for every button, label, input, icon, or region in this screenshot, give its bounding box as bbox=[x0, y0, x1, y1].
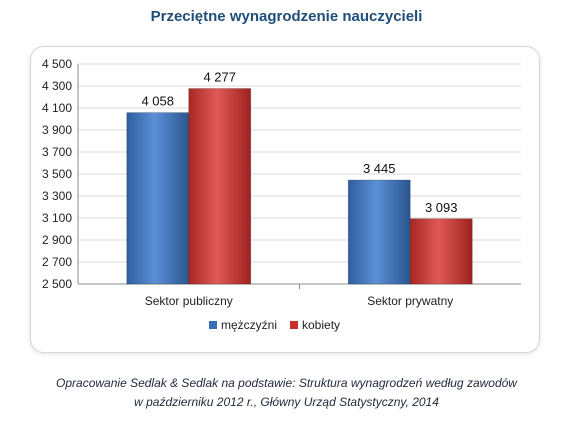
source-line-1: Opracowanie Sedlak & Sedlak na podstawie… bbox=[56, 376, 517, 390]
source-line-2: w październiku 2012 r., Główny Urząd Sta… bbox=[134, 395, 439, 409]
bars bbox=[126, 88, 473, 285]
y-tick-label: 4 500 bbox=[42, 57, 72, 71]
y-axis: 2 500 2 700 2 900 3 100 3 300 3 500 3 700 3 900… bbox=[42, 57, 521, 308]
y-tick-label: 2 900 bbox=[42, 233, 72, 247]
legend-label: mężczyźni bbox=[221, 318, 277, 332]
x-tick-label: Sektor publiczny bbox=[145, 294, 233, 308]
y-tick-label: 3 300 bbox=[42, 189, 72, 203]
bar-mezczyzni bbox=[347, 179, 411, 285]
bar-mezczyzni bbox=[126, 112, 190, 285]
y-tick-label: 3 900 bbox=[42, 123, 72, 137]
y-tick-label: 2 700 bbox=[42, 255, 72, 269]
y-tick-label: 3 500 bbox=[42, 167, 72, 181]
bar-kobiety bbox=[188, 88, 252, 285]
data-label: 4 277 bbox=[203, 70, 236, 85]
y-tick-label: 3 100 bbox=[42, 211, 72, 225]
source-note: Opracowanie Sedlak & Sedlak na podstawie… bbox=[0, 374, 573, 412]
y-tick-label: 4 100 bbox=[42, 101, 72, 115]
legend-label: kobiety bbox=[302, 318, 340, 332]
legend-swatch bbox=[209, 321, 217, 329]
data-label: 4 058 bbox=[141, 94, 174, 109]
data-label: 3 093 bbox=[425, 200, 458, 215]
chart-title: Przeciętne wynagrodzenie nauczycieli bbox=[150, 8, 423, 25]
y-tick-label: 4 300 bbox=[42, 79, 72, 93]
legend-swatch bbox=[290, 321, 298, 329]
data-labels: 4 058 4 277 3 445 3 093 bbox=[141, 70, 457, 215]
y-tick-label: 3 700 bbox=[42, 145, 72, 159]
x-tick-label: Sektor prywatny bbox=[367, 294, 453, 308]
legend: mężczyźni kobiety bbox=[209, 318, 340, 332]
y-tick-label: 2 500 bbox=[42, 277, 72, 291]
data-label: 3 445 bbox=[363, 161, 396, 176]
bar-kobiety bbox=[409, 218, 473, 285]
chart-panel bbox=[30, 46, 540, 353]
